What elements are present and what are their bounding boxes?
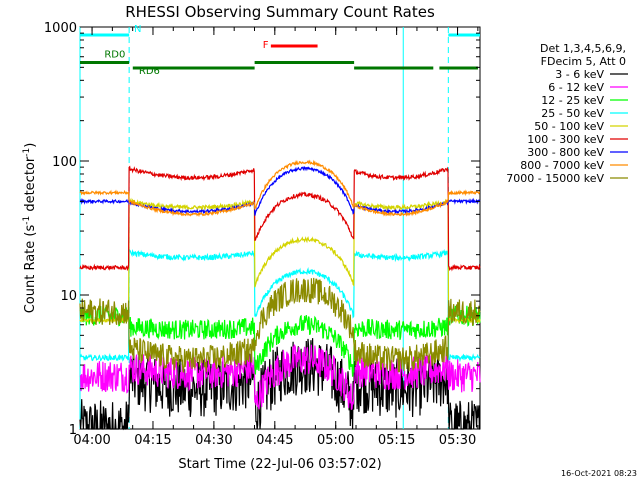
y-label-main: Count Rate (s <box>23 225 38 314</box>
series-line-2 <box>79 305 481 377</box>
flag-label-rd6: RD6 <box>139 66 160 77</box>
series-line-7 <box>79 159 480 218</box>
y-tick-label: 100 <box>52 155 77 170</box>
x-axis: 04:00 04:15 04:30 04:45 05:00 05:15 05:30 <box>73 27 479 448</box>
y-tick-label: 1000 <box>44 21 77 36</box>
series-line-1 <box>79 343 481 410</box>
legend-header-line: Det 1,3,4,5,6,9, <box>540 42 626 55</box>
legend-entry-label: 7000 - 15000 keV <box>506 172 604 185</box>
x-axis-label: Start Time (22-Jul-06 03:57:02) <box>178 457 381 472</box>
x-tick-label: 05:15 <box>378 433 415 448</box>
y-axis-label: Count Rate (s-1 detector-1) <box>22 143 38 314</box>
legend-entry-label: 100 - 300 keV <box>527 133 604 146</box>
flag-label-n: N <box>134 24 141 35</box>
series-line-3 <box>79 248 481 363</box>
legend-header-line: FDecim 5, Att 0 <box>541 55 626 68</box>
series-line-4 <box>79 197 481 325</box>
x-tick-label: 04:00 <box>73 433 110 448</box>
flag-label-f: F <box>263 40 269 51</box>
y-label-end: ) <box>23 143 38 148</box>
legend-entry-label: 3 - 6 keV <box>555 68 604 81</box>
legend-entry-label: 12 - 25 keV <box>541 94 604 107</box>
y-tick-label: 10 <box>60 289 77 304</box>
series-line-6 <box>79 165 481 216</box>
series-line-8 <box>79 277 481 373</box>
chart-title: RHESSI Observing Summary Count Rates <box>125 3 435 21</box>
x-tick-label: 04:45 <box>256 433 293 448</box>
y-label-sup1: -1 <box>22 216 32 225</box>
y-tick-label: 1 <box>69 423 77 438</box>
y-label-sup2: -1 <box>22 148 32 157</box>
flag-bars: N RD0 RD6 F <box>80 24 480 77</box>
legend-entry-label: 6 - 12 keV <box>548 81 604 94</box>
series-line-5 <box>79 165 481 272</box>
series-line-0 <box>79 338 480 431</box>
y-axis: 1 10 100 1000 <box>44 21 480 438</box>
x-tick-label: 04:30 <box>195 433 232 448</box>
data-series <box>79 159 481 431</box>
legend-entry-label: 800 - 7000 keV <box>520 159 604 172</box>
y-label-mid: detector <box>23 156 38 216</box>
legend-entry-label: 25 - 50 keV <box>541 107 604 120</box>
flag-label-rd0: RD0 <box>104 50 125 61</box>
footer-timestamp: 16-Oct-2021 08:23 <box>561 469 637 478</box>
legend-entry-label: 50 - 100 keV <box>534 120 604 133</box>
legend: Det 1,3,4,5,6,9,FDecim 5, Att 03 - 6 keV… <box>506 42 628 185</box>
x-tick-label: 05:00 <box>317 433 354 448</box>
x-tick-label: 04:15 <box>134 433 171 448</box>
legend-entry-label: 300 - 800 keV <box>527 146 604 159</box>
x-tick-label: 05:30 <box>439 433 476 448</box>
